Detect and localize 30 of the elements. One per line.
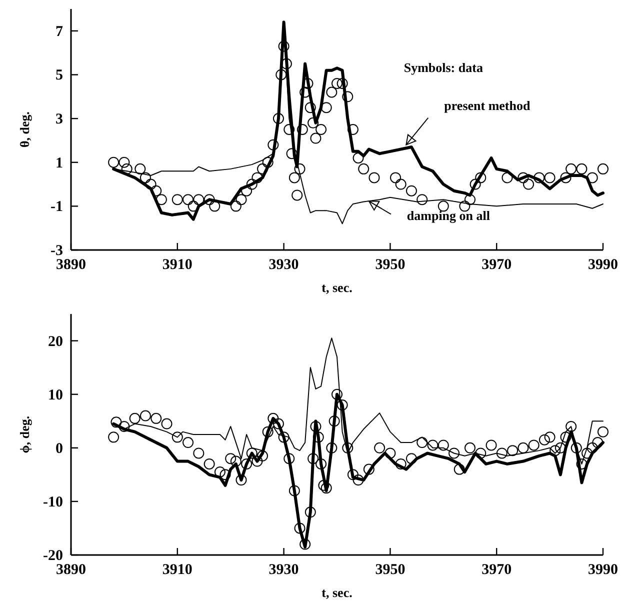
x-tick-label: 3950 xyxy=(375,257,406,273)
y-tick-label: -1 xyxy=(50,199,63,216)
x-tick-label: 3910 xyxy=(162,562,192,578)
x-axis-title: t, sec. xyxy=(322,280,352,295)
x-tick-label: 3930 xyxy=(268,257,299,273)
y-tick-label: 3 xyxy=(56,112,63,128)
y-tick-label: -20 xyxy=(43,548,63,564)
x-tick-label: 3970 xyxy=(482,562,512,578)
x-tick-label: 3890 xyxy=(56,562,86,578)
x-tick-label: 3990 xyxy=(588,562,618,578)
x-tick-label: 3950 xyxy=(375,562,406,578)
y-tick-label: 10 xyxy=(48,387,63,404)
x-tick-label: 3990 xyxy=(588,257,618,273)
x-tick-label: 3930 xyxy=(268,562,299,578)
y-tick-label: 7 xyxy=(56,24,64,40)
y-tick-label: -10 xyxy=(43,494,63,510)
y-tick-label: 20 xyxy=(48,334,63,350)
x-tick-label: 3910 xyxy=(162,257,192,273)
y-tick-label: 1 xyxy=(56,155,63,172)
annotation: present method xyxy=(444,98,531,113)
x-tick-label: 3890 xyxy=(56,257,86,273)
x-tick-label: 3970 xyxy=(482,257,512,273)
y-tick-label: 5 xyxy=(56,68,63,84)
y-axis-title: ϕ, deg. xyxy=(17,416,32,454)
y-axis-title: θ, deg. xyxy=(17,111,32,148)
annotation: damping on all xyxy=(406,208,490,224)
x-axis-title: t, sec. xyxy=(322,585,352,600)
y-tick-label: -3 xyxy=(50,243,63,259)
annotation: Symbols: data xyxy=(404,60,484,75)
y-tick-label: 0 xyxy=(56,440,63,457)
